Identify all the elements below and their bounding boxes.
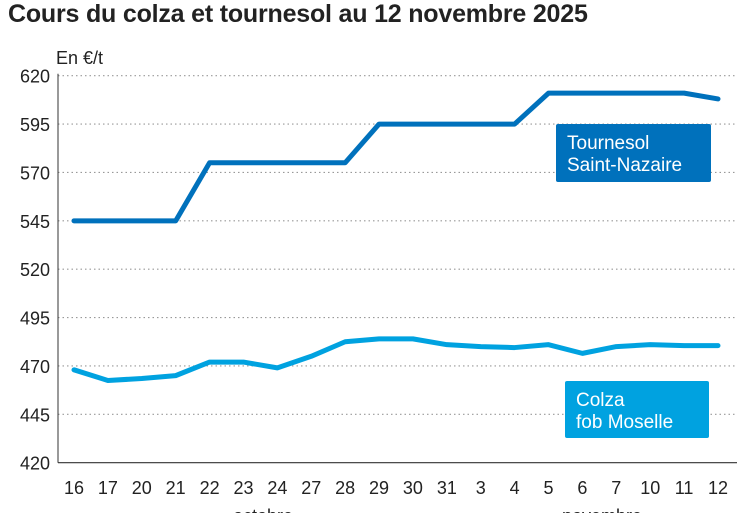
y-tick-label: 595 xyxy=(20,115,50,135)
month-label: novembre xyxy=(562,506,642,513)
y-tick-label: 545 xyxy=(20,212,50,232)
series-line-1 xyxy=(71,336,721,383)
y-tick-label: 445 xyxy=(20,405,50,425)
x-tick-label: 17 xyxy=(98,478,118,498)
x-tick-label: 4 xyxy=(510,478,520,498)
series-label: Colza fob Moselle xyxy=(576,390,673,433)
series-line-0 xyxy=(71,90,721,224)
series-label-box xyxy=(565,381,709,438)
y-tick-label: 620 xyxy=(20,67,50,87)
series-label-box xyxy=(556,124,711,182)
x-tick-label: 20 xyxy=(132,478,152,498)
y-tick-label: 570 xyxy=(20,163,50,183)
x-tick-label: 27 xyxy=(301,478,321,498)
x-tick-label: 10 xyxy=(640,478,660,498)
x-tick-label: 7 xyxy=(611,478,621,498)
x-tick-label: 23 xyxy=(233,478,253,498)
x-tick-label: 28 xyxy=(335,478,355,498)
y-tick-label: 495 xyxy=(20,309,50,329)
x-tick-label: 21 xyxy=(166,478,186,498)
x-tick-label: 29 xyxy=(369,478,389,498)
month-label: octobre xyxy=(233,506,293,513)
x-tick-label: 22 xyxy=(200,478,220,498)
x-tick-label: 6 xyxy=(577,478,587,498)
x-tick-label: 12 xyxy=(708,478,728,498)
x-tick-label: 30 xyxy=(403,478,423,498)
y-tick-label: 470 xyxy=(20,357,50,377)
chart-title: Cours du colza et tournesol au 12 novemb… xyxy=(8,0,588,28)
x-tick-label: 31 xyxy=(437,478,457,498)
y-axis-label: En €/t xyxy=(56,48,103,68)
y-tick-label: 520 xyxy=(20,260,50,280)
series-label: Tournesol Saint-Nazaire xyxy=(567,133,682,176)
x-tick-label: 5 xyxy=(544,478,554,498)
x-tick-label: 24 xyxy=(267,478,287,498)
x-tick-label: 11 xyxy=(675,478,694,498)
y-tick-label: 420 xyxy=(20,454,50,474)
x-tick-label: 3 xyxy=(476,478,486,498)
x-tick-label: 16 xyxy=(64,478,84,498)
